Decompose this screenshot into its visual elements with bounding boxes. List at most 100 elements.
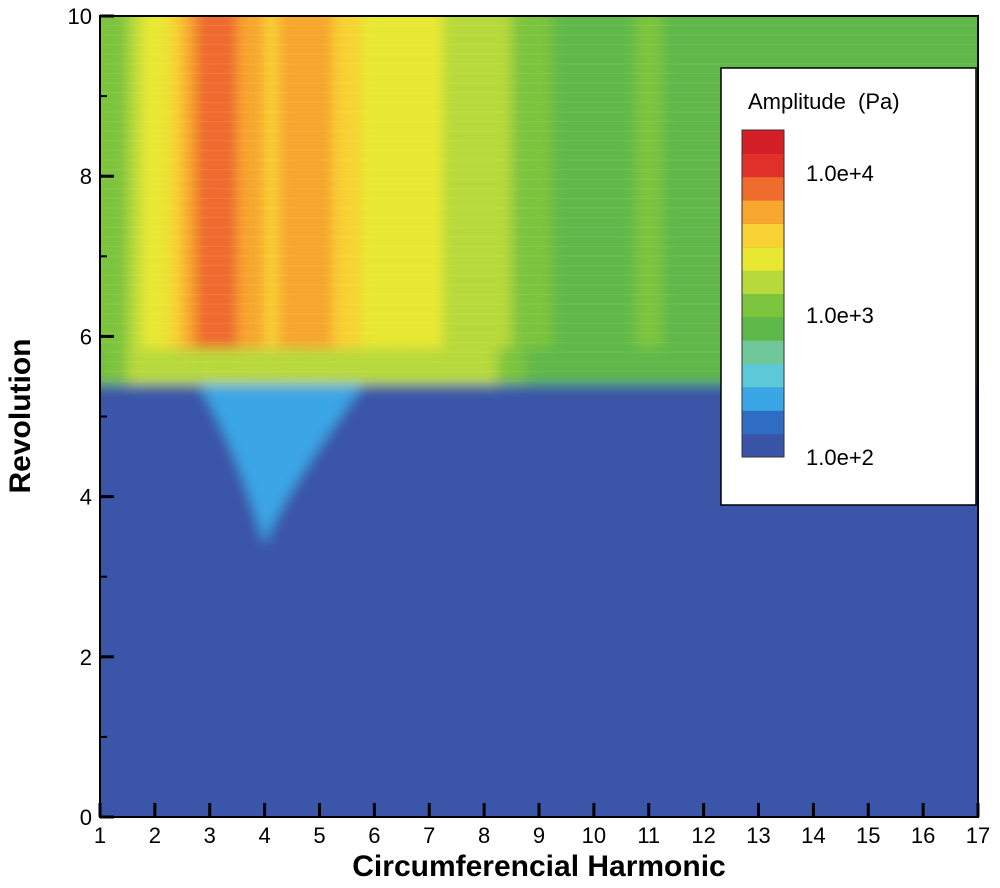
axis-ticks	[98, 14, 980, 819]
heatmap-cell	[635, 348, 650, 385]
heatmap-cell	[388, 16, 403, 385]
heatmap-cell	[566, 348, 582, 385]
heatmap-cell	[676, 16, 691, 385]
heatmap-cell	[209, 348, 225, 385]
heatmap-cell	[388, 348, 403, 385]
colorbar-band	[742, 410, 784, 435]
heatmap-cell	[978, 348, 993, 384]
heatmap-cell	[607, 348, 623, 385]
y-axis-title: Revolution	[4, 339, 37, 494]
heatmap-cell	[333, 16, 348, 385]
x-tick-label: 5	[313, 823, 325, 848]
heatmap-streak	[100, 63, 978, 65]
heatmap-cell	[278, 16, 294, 385]
heatmap-streak	[100, 303, 978, 305]
y-tick-label: 10	[68, 4, 92, 29]
colorbar-band	[742, 176, 784, 201]
heatmap-cell	[374, 348, 390, 385]
heatmap-cell	[113, 348, 129, 385]
x-tick-label: 4	[259, 823, 271, 848]
heatmap-cell	[264, 16, 280, 385]
heatmap-cell	[539, 16, 554, 385]
heatmap-cell	[593, 348, 609, 385]
colorbar-tick-label: 1.0e+3	[806, 303, 874, 328]
x-tick-label: 8	[478, 823, 490, 848]
heatmap-cell	[484, 348, 499, 385]
heatmap-cell	[141, 348, 156, 385]
heatmap-cell	[662, 16, 678, 385]
heatmap-cell	[525, 348, 540, 385]
y-tick-label: 4	[80, 485, 92, 510]
x-tick-label: 12	[691, 823, 715, 848]
x-tick-label: 2	[149, 823, 161, 848]
heatmap-streak	[100, 322, 978, 324]
heatmap-streak	[100, 53, 978, 55]
heatmap-cell	[292, 16, 307, 385]
heatmap-cell	[196, 16, 211, 385]
heatmap-cell	[456, 348, 472, 385]
heatmap-cell	[552, 16, 568, 385]
heatmap-cell	[264, 348, 280, 385]
heatmap-cell	[250, 348, 266, 385]
y-tick-label: 8	[80, 164, 92, 189]
y-tick-label: 2	[80, 645, 92, 670]
heatmap-cell	[511, 16, 527, 385]
heatmap-streak	[100, 92, 978, 94]
colorbar-tick-label: 1.0e+2	[806, 445, 874, 470]
heatmap-streak	[100, 293, 978, 296]
colorbar-band	[742, 200, 784, 224]
heatmap-streak	[100, 226, 978, 228]
y-tick-label: 0	[80, 805, 92, 830]
colorbar-legend: Amplitude (Pa) 1.0e+4 1.0e+3 1.0e+2	[720, 67, 977, 506]
heatmap-cell	[196, 348, 211, 385]
heatmap-streak	[100, 24, 978, 27]
heatmap-cell	[978, 0, 993, 384]
heatmap-cell	[278, 348, 294, 385]
heatmap-cell	[429, 348, 444, 385]
x-tick-label: 17	[966, 823, 990, 848]
heatmap-streak	[100, 34, 978, 36]
heatmap-cell	[113, 16, 129, 385]
x-tick-label: 7	[423, 823, 435, 848]
heatmap-cell	[168, 348, 184, 385]
heatmap-cell	[648, 348, 664, 385]
colorbar-band	[742, 246, 784, 271]
heatmap-cell	[374, 16, 390, 385]
heatmap-cell	[401, 16, 417, 385]
heatmap-cell	[154, 348, 170, 385]
heatmap-cell	[346, 348, 362, 385]
x-tick-label: 13	[746, 823, 770, 848]
heatmap-cell	[484, 16, 499, 385]
heatmap-cell	[401, 348, 417, 385]
x-tick-label: 16	[911, 823, 935, 848]
heatmap-streak	[100, 168, 978, 171]
colorbar-tick-label: 1.0e+4	[806, 161, 874, 186]
heatmap-cell	[182, 16, 198, 385]
heatmap-streak	[100, 265, 978, 267]
heatmap-streak	[100, 72, 978, 75]
heatmap-cell	[168, 16, 184, 385]
heatmap-streak	[100, 236, 978, 238]
heatmap-streak	[100, 159, 978, 161]
heatmap-cell	[662, 348, 678, 385]
heatmap-cell	[209, 16, 225, 385]
x-tick-label: 1	[94, 823, 106, 848]
heatmap-cell	[154, 16, 170, 385]
heatmap-cell	[689, 348, 705, 385]
heatmap-streak	[100, 140, 978, 142]
heatmap-cell	[415, 16, 431, 385]
colorbar-band	[742, 130, 784, 154]
heatmap-streak	[100, 342, 978, 344]
heatmap-cell	[100, 348, 101, 385]
heatmap-streaks	[100, 16, 978, 382]
heatmap-streak	[100, 111, 978, 113]
colorbar-band	[742, 223, 784, 248]
heatmap-cell	[223, 16, 239, 385]
x-tick-label: 14	[801, 823, 825, 848]
colorbar-labels: 1.0e+4 1.0e+3 1.0e+2	[806, 161, 874, 470]
heatmap-cell	[635, 16, 650, 385]
x-tick-label: 6	[368, 823, 380, 848]
heatmap-cell	[127, 16, 143, 385]
heatmap-cell	[223, 348, 239, 385]
